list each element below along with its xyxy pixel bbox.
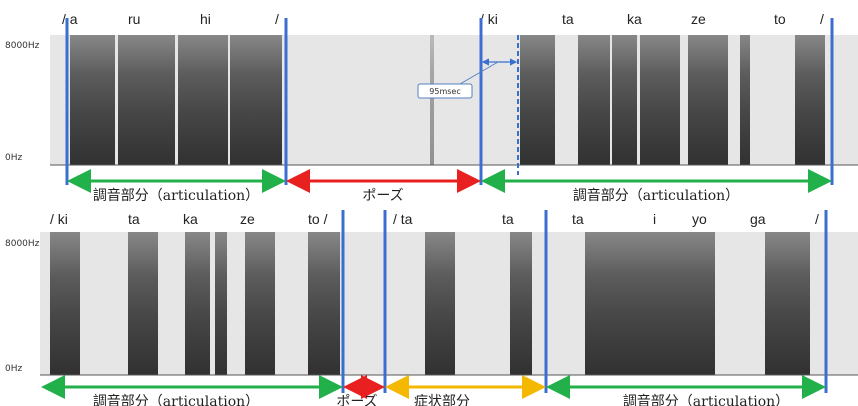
spectral-energy	[688, 35, 728, 165]
spectral-energy	[510, 232, 532, 375]
syllable: /	[275, 11, 279, 27]
syllable: ta	[562, 11, 574, 27]
spectral-energy	[740, 35, 750, 165]
syllable: ka	[183, 211, 198, 227]
syllable: / ki	[50, 211, 68, 227]
spectral-energy	[430, 35, 434, 165]
syllable: / ki	[480, 11, 498, 27]
spectral-energy	[178, 35, 228, 165]
syllable: ta	[572, 211, 584, 227]
spectral-energy	[585, 232, 715, 375]
spectral-energy	[70, 35, 115, 165]
syllable: hi	[200, 11, 211, 27]
spectral-energy	[230, 35, 252, 165]
spectral-energy	[578, 35, 610, 165]
spectral-energy	[185, 232, 210, 375]
syllable: ru	[128, 11, 140, 27]
syllable: / ta	[393, 211, 413, 227]
segment-label: 調音部分（articulation）	[93, 393, 259, 406]
syllable: to	[774, 11, 786, 27]
spectral-energy	[425, 232, 455, 375]
spectral-energy	[50, 232, 80, 375]
segment-label: ポーズ	[362, 188, 403, 204]
syllable: yo	[692, 211, 707, 227]
syllable: ta	[502, 211, 514, 227]
freq-label: 0Hz	[5, 153, 22, 163]
syllables-bottom: / ki ta ka ze to / / ta ta ta i yo ga /	[50, 211, 819, 227]
segment-label: 調音部分（articulation）	[573, 187, 739, 204]
syllable: i	[653, 211, 656, 227]
segment-label: ポーズ	[336, 394, 377, 406]
syllable: ze	[691, 11, 706, 27]
freq-label: 0Hz	[5, 364, 22, 374]
syllable: / a	[62, 11, 78, 27]
syllables-top: / a ru hi / / ki ta ka ze to /	[62, 11, 824, 27]
syllable: /	[820, 11, 824, 27]
spectral-energy	[140, 35, 175, 165]
spectral-energy	[252, 35, 282, 165]
segment-arrows	[41, 169, 832, 399]
boundaries	[65, 18, 834, 393]
syllable: ka	[627, 11, 642, 27]
spectral-energy	[640, 35, 680, 165]
spectral-energy	[795, 35, 825, 165]
syllable: ga	[750, 211, 766, 227]
spectral-energy	[612, 35, 637, 165]
spectral-energy	[118, 35, 140, 165]
spectral-energy	[128, 232, 158, 375]
spectral-energy	[308, 232, 340, 375]
spectral-energy	[520, 35, 555, 165]
spectral-energy	[215, 232, 227, 375]
callout-text: 95msec	[429, 87, 460, 96]
segment-label: 症状部分	[414, 394, 470, 406]
segment-label: 調音部分（articulation）	[623, 393, 789, 406]
syllable: ze	[240, 211, 255, 227]
spectral-energy	[765, 232, 810, 375]
syllable: /	[815, 211, 819, 227]
syllable: to /	[308, 211, 328, 227]
callout-box	[417, 83, 473, 99]
freq-label: 8000Hz	[5, 41, 40, 51]
syllable: ta	[128, 211, 140, 227]
spectral-energy	[245, 232, 275, 375]
callout-line	[459, 61, 499, 85]
freq-label: 8000Hz	[5, 239, 40, 249]
segment-label: 調音部分（articulation）	[93, 187, 259, 204]
